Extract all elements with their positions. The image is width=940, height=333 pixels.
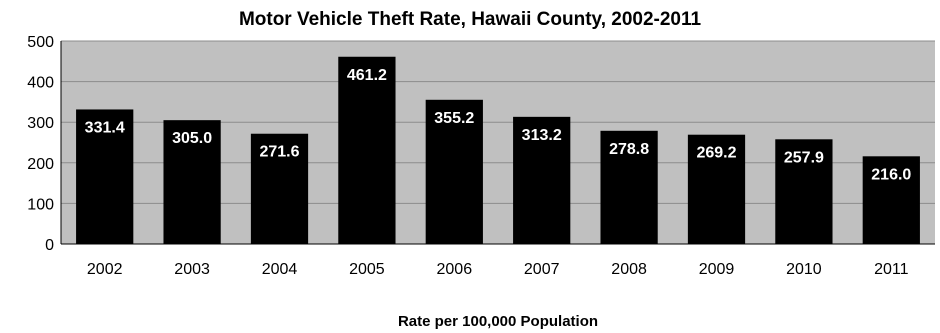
data-label: 313.2: [522, 127, 562, 144]
bars: [76, 56, 920, 244]
bar-2005: [338, 56, 396, 244]
bar-2003: [163, 120, 221, 244]
data-label: 216.0: [871, 166, 911, 183]
x-tick-label: 2009: [699, 261, 735, 278]
x-tick-label: 2002: [87, 261, 123, 278]
bar-2010: [775, 139, 833, 244]
y-tick-label: 0: [45, 237, 54, 254]
data-label: 305.0: [172, 130, 212, 147]
y-tick-label: 100: [27, 196, 54, 213]
bar-2007: [513, 116, 571, 244]
data-label: 461.2: [347, 67, 387, 84]
data-label: 269.2: [696, 145, 736, 162]
data-label: 355.2: [434, 110, 474, 127]
x-tick-label: 2011: [874, 261, 909, 278]
x-tick-label: 2003: [174, 261, 210, 278]
x-axis-label: Rate per 100,000 Population: [398, 313, 598, 330]
bar-2009: [687, 134, 746, 244]
data-labels: 331.4 305.0 271.6 461.2 355.2 313.2 278.8 269.2…: [85, 67, 912, 184]
x-tick-label: 2006: [437, 261, 473, 278]
y-tick-label: 500: [27, 34, 54, 51]
x-tick-labels: 2002 2003 2004 2005 2006 2007 2008 2009 2010 2011: [87, 261, 909, 278]
x-tick-label: 2010: [786, 261, 822, 278]
x-tick-label: 2007: [524, 261, 560, 278]
axes: [60, 41, 935, 245]
data-label: 278.8: [609, 141, 649, 158]
bar-2006: [425, 99, 483, 244]
bar-2008: [600, 130, 658, 244]
y-tick-labels: 0 100 200 300 400 500: [27, 34, 54, 254]
data-label: 257.9: [784, 149, 824, 166]
data-label: 331.4: [85, 119, 125, 136]
x-tick-label: 2008: [611, 261, 647, 278]
bar-2011: [862, 156, 920, 244]
bar-2004: [250, 133, 309, 244]
y-tick-label: 200: [27, 156, 54, 173]
y-tick-label: 400: [27, 75, 54, 92]
y-tick-label: 300: [27, 115, 54, 132]
data-label: 271.6: [259, 144, 299, 161]
x-tick-label: 2005: [349, 261, 385, 278]
chart-title: Motor Vehicle Theft Rate, Hawaii County,…: [239, 9, 702, 30]
bar-2002: [76, 109, 134, 244]
x-tick-label: 2004: [262, 261, 298, 278]
